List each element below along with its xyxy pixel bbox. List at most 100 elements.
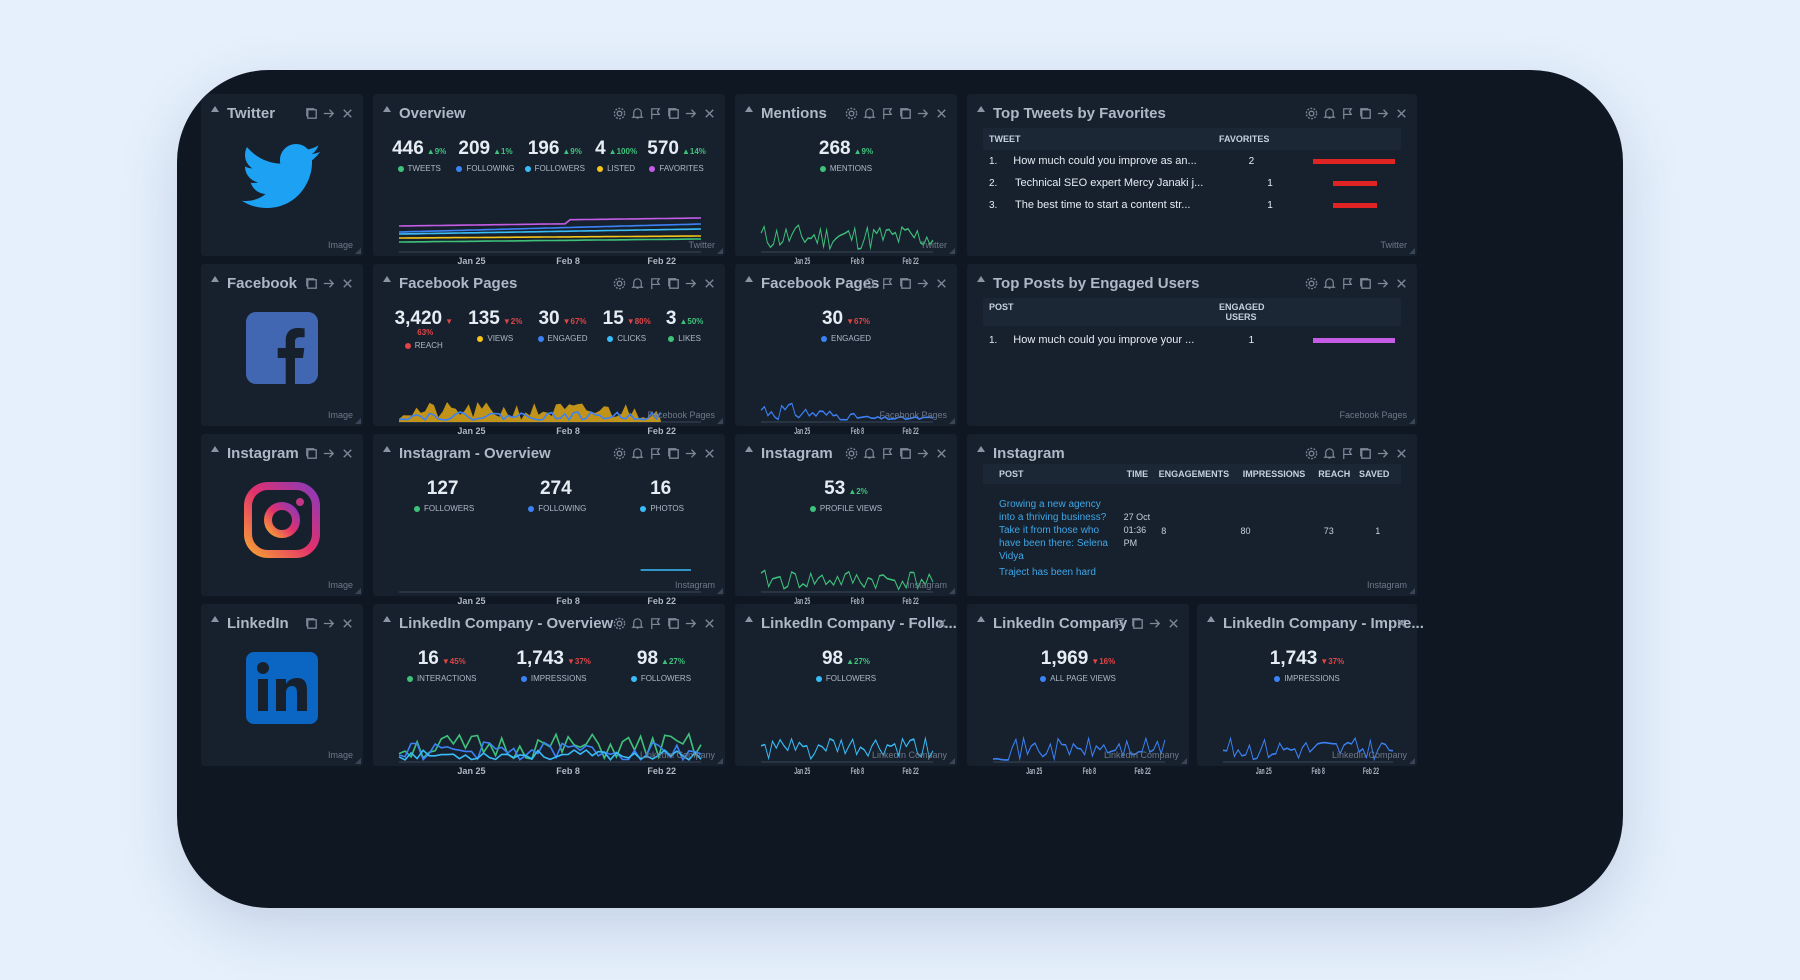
settings-icon[interactable] [844,106,859,121]
copy-icon[interactable] [1358,106,1373,121]
settings-icon[interactable] [612,616,627,631]
share-icon[interactable] [322,276,337,291]
copy-icon[interactable] [898,106,913,121]
widget-header[interactable]: LinkedIn Company - Overview [373,604,725,638]
close-icon[interactable] [1394,616,1409,631]
bell-icon[interactable] [630,616,645,631]
resize-handle[interactable] [949,758,955,764]
settings-icon[interactable] [1304,106,1319,121]
flag-icon[interactable] [1340,446,1355,461]
flag-icon[interactable] [880,446,895,461]
close-icon[interactable] [702,276,717,291]
resize-handle[interactable] [355,248,361,254]
close-icon[interactable] [702,446,717,461]
close-icon[interactable] [934,616,949,631]
share-icon[interactable] [684,276,699,291]
share-icon[interactable] [684,106,699,121]
collapse-icon[interactable] [211,616,219,622]
collapse-icon[interactable] [211,446,219,452]
settings-icon[interactable] [612,446,627,461]
table-row[interactable]: Growing a new agency into a thriving bus… [983,484,1401,563]
copy-icon[interactable] [1130,616,1145,631]
copy-icon[interactable] [666,446,681,461]
close-icon[interactable] [934,276,949,291]
widget-header[interactable]: Instagram [735,434,957,468]
close-icon[interactable] [340,106,355,121]
widget-header[interactable]: Instagram [967,434,1417,468]
collapse-icon[interactable] [383,276,391,282]
share-icon[interactable] [1376,106,1391,121]
flag-icon[interactable] [1340,276,1355,291]
widget-header[interactable]: LinkedIn Company - Follo... [735,604,957,638]
settings-icon[interactable] [612,106,627,121]
collapse-icon[interactable] [383,616,391,622]
share-icon[interactable] [1376,446,1391,461]
resize-handle[interactable] [717,418,723,424]
resize-handle[interactable] [355,588,361,594]
flag-icon[interactable] [880,276,895,291]
resize-handle[interactable] [355,758,361,764]
close-icon[interactable] [1166,616,1181,631]
table-row[interactable]: 1. How much could you improve your ... 1 [983,326,1401,354]
copy-icon[interactable] [666,276,681,291]
share-icon[interactable] [916,446,931,461]
share-icon[interactable] [322,446,337,461]
flag-icon[interactable] [1340,106,1355,121]
flag-icon[interactable] [648,446,663,461]
copy-icon[interactable] [304,616,319,631]
settings-icon[interactable] [612,276,627,291]
bell-icon[interactable] [862,106,877,121]
resize-handle[interactable] [1181,758,1187,764]
resize-handle[interactable] [949,418,955,424]
post-link-next[interactable]: Traject has been hard [999,567,1096,578]
settings-icon[interactable] [1304,446,1319,461]
bell-icon[interactable] [1322,446,1337,461]
copy-icon[interactable] [304,106,319,121]
copy-icon[interactable] [898,276,913,291]
flag-icon[interactable] [648,616,663,631]
collapse-icon[interactable] [745,446,753,452]
collapse-icon[interactable] [745,616,753,622]
copy-icon[interactable] [666,616,681,631]
widget-header[interactable]: LinkedIn Company - Impre... [1197,604,1424,638]
flag-icon[interactable] [1112,616,1127,631]
collapse-icon[interactable] [211,106,219,112]
bell-icon[interactable] [862,276,877,291]
copy-icon[interactable] [304,276,319,291]
collapse-icon[interactable] [977,616,985,622]
share-icon[interactable] [684,616,699,631]
widget-header[interactable]: Instagram [201,434,363,468]
widget-header[interactable]: Twitter [201,94,363,128]
widget-header[interactable]: Top Tweets by Favorites [967,94,1417,128]
widget-header[interactable]: LinkedIn Company [967,604,1189,638]
flag-icon[interactable] [648,276,663,291]
resize-handle[interactable] [717,758,723,764]
share-icon[interactable] [1148,616,1163,631]
collapse-icon[interactable] [977,276,985,282]
tweet-text[interactable]: The best time to start a content str... [1015,199,1191,211]
post-text[interactable]: How much could you improve your ... [1013,334,1195,346]
close-icon[interactable] [702,106,717,121]
copy-icon[interactable] [304,446,319,461]
resize-handle[interactable] [1409,588,1415,594]
collapse-icon[interactable] [383,106,391,112]
close-icon[interactable] [340,616,355,631]
flag-icon[interactable] [648,106,663,121]
close-icon[interactable] [1394,106,1409,121]
bell-icon[interactable] [1322,106,1337,121]
share-icon[interactable] [916,106,931,121]
bell-icon[interactable] [1322,276,1337,291]
table-row[interactable]: 3. The best time to start a content str.… [983,194,1401,216]
collapse-icon[interactable] [1207,616,1215,622]
close-icon[interactable] [1394,446,1409,461]
table-row[interactable]: 2. Technical SEO expert Mercy Janaki j..… [983,172,1401,194]
close-icon[interactable] [934,106,949,121]
widget-header[interactable]: LinkedIn [201,604,363,638]
close-icon[interactable] [934,446,949,461]
share-icon[interactable] [1376,276,1391,291]
collapse-icon[interactable] [383,446,391,452]
table-row[interactable]: 1. How much could you improve as an... 2 [983,150,1401,172]
copy-icon[interactable] [1358,276,1373,291]
resize-handle[interactable] [1409,248,1415,254]
widget-header[interactable]: Facebook Pages [735,264,957,298]
